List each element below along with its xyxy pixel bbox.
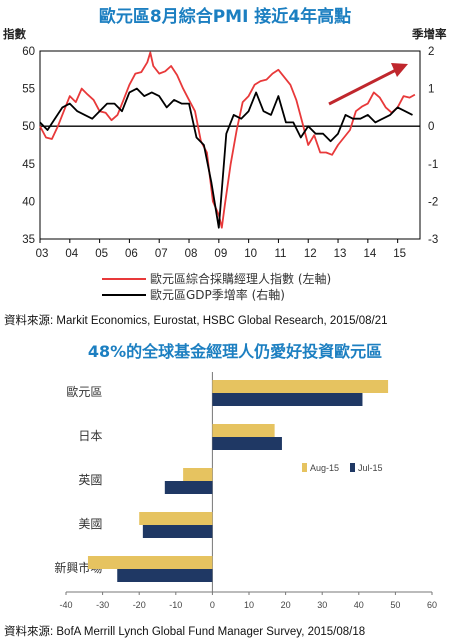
chart1-x-tick-label: 07 <box>155 248 168 260</box>
chart1-frame <box>39 50 421 240</box>
bar-aug-15 <box>212 380 389 393</box>
chart1-left-tick-label: 45 <box>22 159 35 171</box>
bar-jul-15 <box>212 437 282 450</box>
chart1-legend: 歐元區綜合採購經理人指數 (左軸) 歐元區GDP季增率 (右軸) <box>102 271 331 302</box>
legend-pmi-label: 歐元區綜合採購經理人指數 (左軸) <box>150 271 331 286</box>
bar-jul-15 <box>212 393 363 406</box>
chart2-x-tick-label: 20 <box>281 600 291 610</box>
chart1-title: 歐元區8月綜合PMI 接近4年高點 <box>99 6 351 27</box>
chart1-x-tick-label: 13 <box>334 248 347 260</box>
chart1-x-tick-label: 10 <box>244 248 257 260</box>
trend-arrow <box>328 63 408 106</box>
chart2-category-label: 歐元區 <box>66 384 102 399</box>
pmi-series-line <box>39 51 416 229</box>
chart2-x-tick-label: 60 <box>427 600 437 610</box>
chart1-right-tick-label: 1 <box>428 84 434 96</box>
chart1-left-tick-label: 55 <box>22 84 35 96</box>
chart1-right-tick-label: 2 <box>428 46 434 58</box>
legend-aug-label: Aug-15 <box>310 463 339 473</box>
bar-jul-15 <box>117 569 213 582</box>
bar-jul-15 <box>164 481 213 494</box>
chart2-x-tick-label: -30 <box>96 600 109 610</box>
chart1-x-tick-label: 06 <box>125 248 138 260</box>
chart2-x-axis: -40 -30 -20 -10 0 10 20 30 40 50 60 <box>59 592 437 610</box>
chart2-x-tick-label: 0 <box>210 600 215 610</box>
chart1-x-tick-label: 04 <box>65 248 78 260</box>
chart2-x-tick-label: -40 <box>59 600 72 610</box>
bar-aug-15 <box>87 556 213 569</box>
chart2-x-tick-label: 30 <box>317 600 327 610</box>
chart1-left-tick-label: 60 <box>22 46 35 58</box>
chart1-left-axis: 35 40 45 50 55 60 <box>22 46 35 246</box>
chart1-x-tick-label: 05 <box>95 248 108 260</box>
chart2-title: 48%的全球基金經理人仍愛好投資歐元區 <box>88 342 382 361</box>
chart2-x-tick-label: 50 <box>390 600 400 610</box>
chart1-x-tick-label: 03 <box>36 248 49 260</box>
chart1-series <box>39 51 416 229</box>
chart1-x-tick-label: 14 <box>363 248 376 260</box>
legend-gdp-label: 歐元區GDP季增率 (右軸) <box>150 287 285 302</box>
chart1-x-tick-label: 15 <box>393 248 406 260</box>
chart1-x-tick-label: 09 <box>214 248 227 260</box>
chart1-left-tick-label: 50 <box>22 121 35 133</box>
chart1-left-tick-label: 40 <box>22 196 35 208</box>
chart2-source: 資料來源: BofA Merrill Lynch Global Fund Man… <box>4 624 365 638</box>
chart1-left-tick-label: 35 <box>22 234 35 246</box>
chart1-right-tick-label: -3 <box>428 234 438 246</box>
chart1-source: 資料來源: Markit Economics, Eurostat, HSBC G… <box>4 313 388 327</box>
chart2-category-label: 日本 <box>78 429 102 443</box>
chart1-x-tick-label: 08 <box>185 248 198 260</box>
chart1-right-tick-label: 0 <box>428 121 434 133</box>
chart1-plot-area <box>39 50 421 240</box>
chart1-right-tick-label: -1 <box>428 159 438 171</box>
bar-aug-15 <box>212 424 275 437</box>
chart1-left-axis-unit: 指數 <box>3 27 26 41</box>
chart2-x-tick-label: 10 <box>244 600 254 610</box>
chart2-x-tick-label: -10 <box>169 600 182 610</box>
chart2-category-label: 美國 <box>78 517 102 531</box>
gdp-series-line <box>39 87 413 229</box>
chart2-x-tick-label: 40 <box>354 600 364 610</box>
legend-jul-label: Jul-15 <box>358 463 383 473</box>
legend-jul-swatch <box>350 463 355 472</box>
chart2-category-label: 英國 <box>78 473 102 487</box>
chart2-x-tick-label: -20 <box>133 600 146 610</box>
chart1-x-tick-label: 12 <box>304 248 317 260</box>
chart1-right-axis-unit: 季增率 <box>411 27 447 41</box>
legend-aug-swatch <box>302 463 307 472</box>
chart2-bars <box>87 380 389 582</box>
bar-aug-15 <box>183 468 213 481</box>
chart1-x-tick-label: 11 <box>274 248 286 260</box>
chart1-x-axis: 03 04 05 06 07 08 09 10 11 12 13 14 15 <box>36 239 406 260</box>
chart1-right-axis: -3 -2 -1 0 1 2 <box>428 46 438 246</box>
chart1-right-tick-label: -2 <box>428 196 438 208</box>
bar-jul-15 <box>142 525 213 538</box>
bar-aug-15 <box>139 512 213 525</box>
chart2-legend: Aug-15 Jul-15 <box>302 463 383 473</box>
